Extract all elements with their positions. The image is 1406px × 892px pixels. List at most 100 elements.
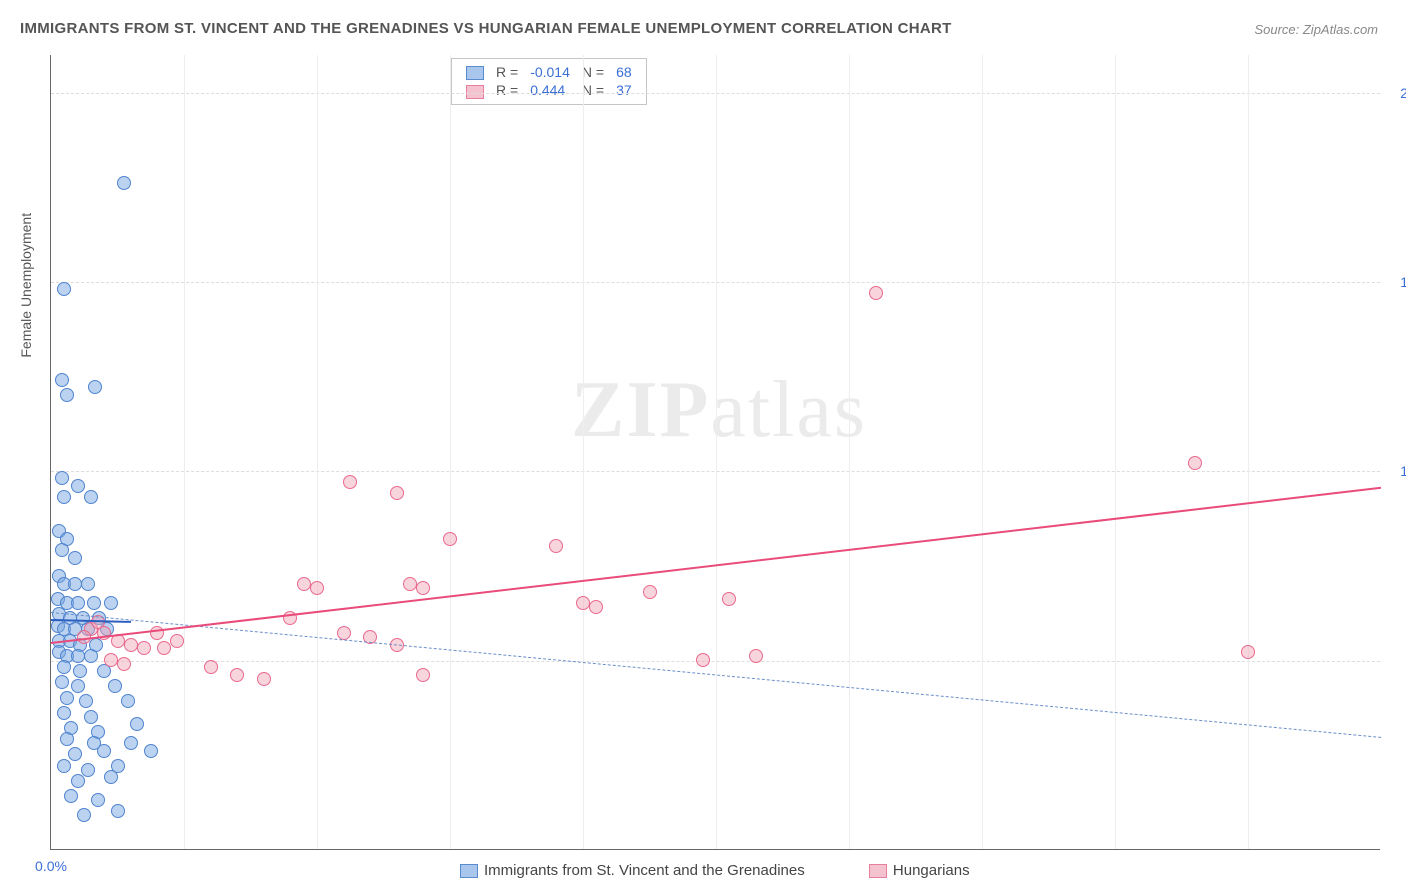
scatter-point-pink: [204, 660, 218, 674]
gridline-v: [583, 55, 584, 849]
scatter-point-blue: [84, 490, 98, 504]
y-tick-label: 10.0%: [1385, 463, 1406, 479]
legend-label-pink: Hungarians: [893, 862, 970, 879]
scatter-point-pink: [1188, 456, 1202, 470]
scatter-point-blue: [71, 649, 85, 663]
scatter-point-blue: [108, 679, 122, 693]
n-value-blue: 68: [610, 63, 638, 81]
scatter-point-blue: [55, 373, 69, 387]
scatter-point-blue: [55, 675, 69, 689]
legend-row-blue: R = -0.014 N = 68: [460, 63, 638, 81]
scatter-point-blue: [124, 736, 138, 750]
scatter-point-blue: [104, 596, 118, 610]
scatter-point-blue: [144, 744, 158, 758]
scatter-point-blue: [55, 543, 69, 557]
scatter-point-pink: [869, 286, 883, 300]
scatter-point-blue: [60, 732, 74, 746]
swatch-blue: [460, 864, 478, 878]
scatter-point-blue: [88, 380, 102, 394]
scatter-point-pink: [549, 539, 563, 553]
scatter-point-blue: [57, 282, 71, 296]
scatter-point-pink: [696, 653, 710, 667]
swatch-pink: [869, 864, 887, 878]
scatter-point-blue: [111, 804, 125, 818]
scatter-point-blue: [71, 479, 85, 493]
gridline-v: [450, 55, 451, 849]
n-label: N =: [576, 81, 610, 99]
scatter-point-pink: [297, 577, 311, 591]
scatter-point-blue: [130, 717, 144, 731]
source-attribution: Source: ZipAtlas.com: [1254, 22, 1378, 37]
scatter-point-blue: [121, 694, 135, 708]
n-value-pink: 37: [610, 81, 638, 99]
r-value-blue: -0.014: [524, 63, 576, 81]
watermark-bold: ZIP: [571, 366, 710, 454]
gridline-v: [1115, 55, 1116, 849]
scatter-point-blue: [64, 789, 78, 803]
watermark-rest: atlas: [710, 366, 867, 454]
scatter-point-blue: [91, 793, 105, 807]
scatter-point-blue: [57, 490, 71, 504]
scatter-point-pink: [230, 668, 244, 682]
chart-title: IMMIGRANTS FROM ST. VINCENT AND THE GREN…: [20, 20, 952, 37]
scatter-point-blue: [73, 664, 87, 678]
scatter-point-pink: [343, 475, 357, 489]
series-legend: Immigrants from St. Vincent and the Gren…: [460, 862, 1030, 879]
legend-item-blue: Immigrants from St. Vincent and the Gren…: [460, 862, 839, 879]
scatter-point-blue: [79, 694, 93, 708]
scatter-point-pink: [170, 634, 184, 648]
scatter-point-blue: [84, 649, 98, 663]
scatter-point-pink: [157, 641, 171, 655]
gridline-v: [317, 55, 318, 849]
scatter-point-blue: [68, 747, 82, 761]
scatter-point-blue: [81, 763, 95, 777]
scatter-point-pink: [257, 672, 271, 686]
scatter-point-blue: [77, 808, 91, 822]
gridline-v: [982, 55, 983, 849]
scatter-point-pink: [124, 638, 138, 652]
scatter-point-blue: [87, 596, 101, 610]
swatch-pink: [466, 85, 484, 99]
scatter-point-pink: [403, 577, 417, 591]
scatter-point-blue: [71, 679, 85, 693]
scatter-point-pink: [390, 486, 404, 500]
scatter-point-pink: [104, 653, 118, 667]
scatter-point-blue: [117, 176, 131, 190]
gridline-v: [1248, 55, 1249, 849]
legend-label-blue: Immigrants from St. Vincent and the Gren…: [484, 862, 805, 879]
scatter-point-blue: [68, 577, 82, 591]
scatter-point-blue: [68, 551, 82, 565]
scatter-point-blue: [57, 759, 71, 773]
scatter-point-blue: [84, 710, 98, 724]
y-tick-label: 5.0%: [1385, 653, 1406, 669]
scatter-point-pink: [643, 585, 657, 599]
scatter-point-pink: [310, 581, 324, 595]
scatter-point-pink: [589, 600, 603, 614]
scatter-point-pink: [416, 668, 430, 682]
scatter-point-blue: [57, 706, 71, 720]
r-label: R =: [490, 63, 524, 81]
scatter-point-blue: [57, 660, 71, 674]
r-label: R =: [490, 81, 524, 99]
gridline-v: [849, 55, 850, 849]
scatter-point-pink: [749, 649, 763, 663]
scatter-point-pink: [576, 596, 590, 610]
gridline-v: [184, 55, 185, 849]
scatter-point-pink: [117, 657, 131, 671]
scatter-point-pink: [722, 592, 736, 606]
scatter-point-pink: [416, 581, 430, 595]
y-tick-label: 15.0%: [1385, 274, 1406, 290]
gridline-v: [716, 55, 717, 849]
scatter-point-blue: [104, 770, 118, 784]
y-tick-label: 20.0%: [1385, 85, 1406, 101]
r-value-pink: 0.444: [524, 81, 576, 99]
scatter-point-blue: [71, 596, 85, 610]
scatter-point-blue: [60, 388, 74, 402]
y-axis-title: Female Unemployment: [18, 213, 34, 358]
x-tick-label: 0.0%: [35, 858, 67, 874]
scatter-point-blue: [97, 744, 111, 758]
n-label: N =: [576, 63, 610, 81]
swatch-blue: [466, 66, 484, 80]
correlation-legend: R = -0.014 N = 68 R = 0.444 N = 37: [451, 58, 647, 105]
scatter-point-blue: [55, 471, 69, 485]
